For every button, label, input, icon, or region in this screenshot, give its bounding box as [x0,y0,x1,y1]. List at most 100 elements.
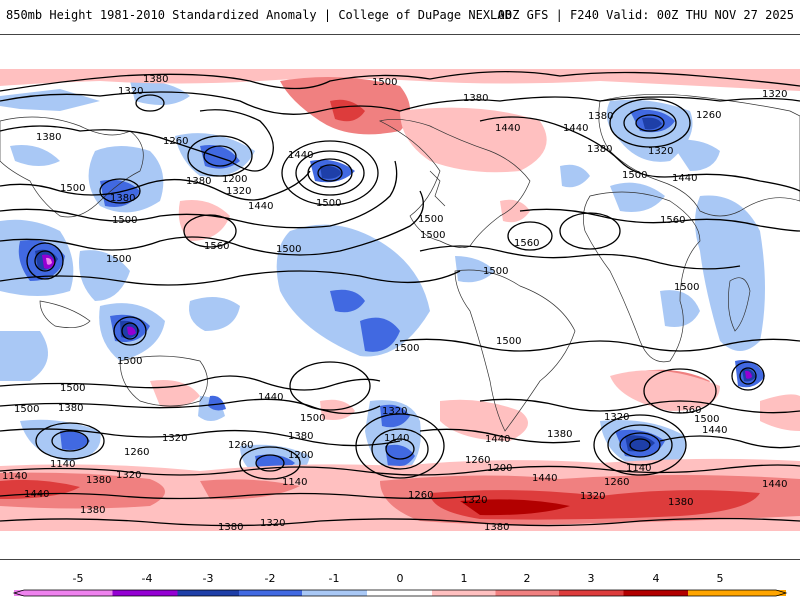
contour-label: 1320 [118,86,143,97]
colorbar-tick-label: -1 [329,572,340,585]
contour-label: 1380 [668,497,693,508]
contour-label: 1140 [626,463,651,474]
colorbar-segment [112,590,178,596]
contour-label: 1380 [588,111,613,122]
contour-label: 1320 [462,495,487,506]
positive-anomaly-shading [0,69,800,531]
contour-label: 1320 [762,89,787,100]
contour-label: 1380 [587,144,612,155]
contour-label: 1380 [143,74,168,85]
contour-label: 1140 [384,433,409,444]
contour-label: 1260 [163,136,188,147]
contour-label: 1500 [372,77,397,88]
contour-label: 1500 [14,404,39,415]
colorbar-tick-label: 2 [524,572,531,585]
colorbar-tick-label: -3 [203,572,214,585]
contour-label: 1500 [112,215,137,226]
contour-label: 1500 [694,414,719,425]
contour-label: 1500 [622,170,647,181]
contour-label: 1380 [86,475,111,486]
colorbar-segment [367,590,432,596]
colorbar-tick-label: 5 [717,572,724,585]
contour-label: 1380 [484,522,509,533]
contour-label: 1200 [222,174,247,185]
contour-label: 1440 [248,201,273,212]
contour-label: 1440 [288,150,313,161]
contour-label: 1260 [696,110,721,121]
contour-label: 1440 [762,479,787,490]
colorbar-segment [495,590,559,596]
contour-label: 1500 [300,413,325,424]
colorbar-segment [239,590,302,596]
contour-label: 1560 [204,241,229,252]
colorbar-segments [12,589,788,597]
contour-label: 1380 [110,193,135,204]
colorbar-segment [177,590,239,596]
contour-label: 1440 [672,173,697,184]
contour-label: 1380 [186,176,211,187]
colorbar-tick-label: -5 [73,572,84,585]
contour-label: 1320 [382,406,407,417]
height-contours [0,71,800,527]
contour-label: 1200 [288,450,313,461]
contour-label: 1320 [116,470,141,481]
contour-label: 1560 [514,238,539,249]
contour-labels: 1380 1320 1380 1260 1200 1380 1320 1440 … [2,74,787,533]
anomaly-map: 1380 1320 1380 1260 1200 1380 1320 1440 … [0,34,800,560]
contour-label: 1380 [288,431,313,442]
header: 850mb Height 1981-2010 Standardized Anom… [0,0,800,30]
contour-label: 1140 [50,459,75,470]
model-run-info: 00Z GFS | F240 Valid: 00Z THU NOV 27 202… [497,8,794,22]
contour-label: 1500 [106,254,131,265]
contour-label: 1320 [260,518,285,529]
colorbar-segment [623,590,688,596]
map-title: 850mb Height 1981-2010 Standardized Anom… [6,8,512,22]
contour-label: 1380 [218,522,243,533]
contour-label: 1500 [60,183,85,194]
colorbar-tick-label: 0 [397,572,404,585]
contour-label: 1560 [660,215,685,226]
contour-label: 1440 [24,489,49,500]
contour-label: 1440 [258,392,283,403]
contour-label: 1380 [36,132,61,143]
contour-label: 1320 [604,412,629,423]
colorbar: -5 -4 -3 -2 -1 0 1 2 3 4 5 [0,568,800,600]
contour-label: 1260 [604,477,629,488]
contour-label: 1200 [487,463,512,474]
coastlines [0,94,800,432]
colorbar-outline [12,589,788,597]
contour-label: 1500 [316,198,341,209]
contour-label: 1440 [702,425,727,436]
contour-label: 1320 [162,433,187,444]
colorbar-tick-label: -4 [142,572,153,585]
contour-label: 1500 [674,282,699,293]
contour-label: 1500 [483,266,508,277]
colorbar-segment [432,590,496,596]
colorbar-tick-label: 3 [588,572,595,585]
colorbar-segment [14,590,113,596]
colorbar-tick-label: -2 [265,572,276,585]
contour-label: 1500 [418,214,443,225]
colorbar-tick-label: 4 [653,572,660,585]
negative-anomaly-shading [0,80,765,481]
contour-label: 1560 [676,405,701,416]
colorbar-segment [688,590,786,596]
colorbar-segment [559,590,624,596]
contour-label: 1260 [124,447,149,458]
contour-label: 1440 [485,434,510,445]
contour-label: 1440 [495,123,520,134]
contour-label: 1500 [420,230,445,241]
contour-label: 1140 [2,471,27,482]
contour-label: 1500 [276,244,301,255]
contour-label: 1380 [463,93,488,104]
contour-label: 1320 [580,491,605,502]
contour-label: 1260 [465,455,490,466]
contour-label: 1380 [80,505,105,516]
contour-label: 1500 [117,356,142,367]
contour-label: 1140 [282,477,307,488]
contour-label: 1500 [496,336,521,347]
contour-label: 1500 [60,383,85,394]
contour-label: 1320 [648,146,673,157]
contour-label: 1440 [532,473,557,484]
contour-label: 1260 [408,490,433,501]
